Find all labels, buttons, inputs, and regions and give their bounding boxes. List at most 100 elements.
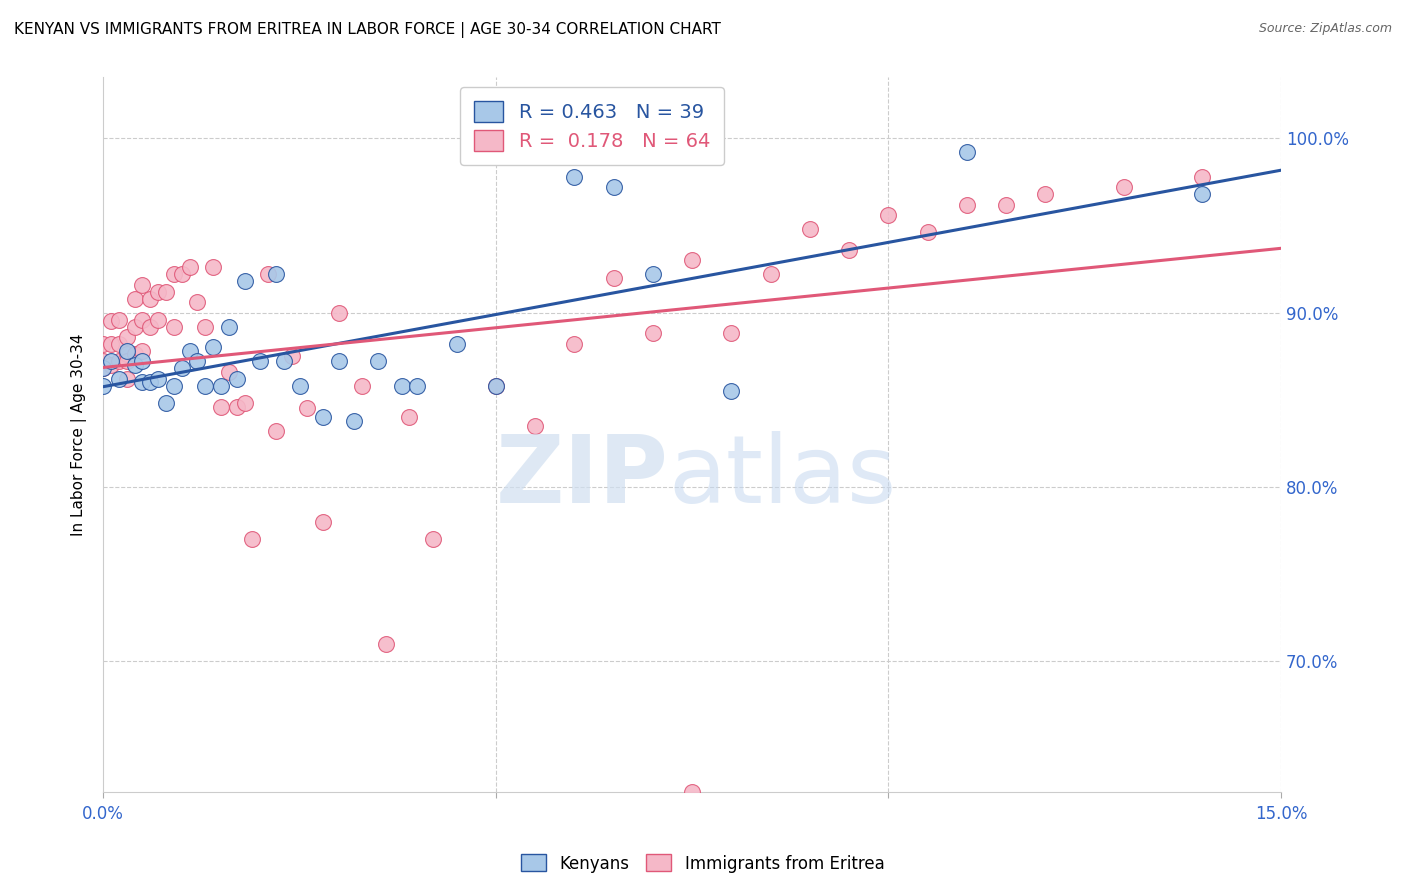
Point [108, 312, 131, 326]
Point [202, 340, 225, 354]
Point [343, 414, 366, 428]
Point [249, 354, 271, 368]
Point [1191, 187, 1213, 202]
Point [146, 285, 169, 299]
Y-axis label: In Labor Force | Age 30-34: In Labor Force | Age 30-34 [72, 334, 87, 536]
Point [602, 180, 624, 194]
Point [209, 378, 232, 392]
Point [179, 343, 201, 358]
Text: KENYAN VS IMMIGRANTS FROM ERITREA IN LABOR FORCE | AGE 30-34 CORRELATION CHART: KENYAN VS IMMIGRANTS FROM ERITREA IN LAB… [14, 22, 721, 38]
Point [108, 372, 131, 386]
Point [995, 197, 1018, 211]
Point [100, 358, 122, 372]
Point [288, 378, 311, 392]
Point [681, 784, 703, 798]
Point [312, 515, 335, 529]
Point [108, 337, 131, 351]
Point [720, 326, 742, 341]
Point [115, 330, 138, 344]
Point [146, 312, 169, 326]
Point [194, 378, 217, 392]
Point [163, 319, 186, 334]
Point [91, 361, 114, 376]
Point [956, 145, 979, 160]
Legend: Kenyans, Immigrants from Eritrea: Kenyans, Immigrants from Eritrea [515, 847, 891, 880]
Point [328, 354, 350, 368]
Point [242, 532, 264, 546]
Text: ZIP: ZIP [496, 432, 668, 524]
Point [422, 532, 444, 546]
Point [352, 378, 374, 392]
Point [759, 267, 782, 281]
Point [485, 378, 508, 392]
Point [273, 354, 295, 368]
Point [124, 319, 146, 334]
Point [115, 347, 138, 361]
Text: atlas: atlas [668, 432, 897, 524]
Point [485, 378, 508, 392]
Point [139, 376, 162, 390]
Point [367, 354, 389, 368]
Point [100, 337, 122, 351]
Point [179, 260, 201, 275]
Point [124, 347, 146, 361]
Point [225, 400, 247, 414]
Point [562, 337, 585, 351]
Point [163, 267, 186, 281]
Point [115, 343, 138, 358]
Point [100, 354, 122, 368]
Point [720, 384, 742, 398]
Point [838, 243, 860, 257]
Point [1035, 187, 1057, 202]
Point [280, 349, 302, 363]
Point [312, 410, 335, 425]
Point [1112, 180, 1135, 194]
Point [264, 424, 287, 438]
Point [233, 274, 256, 288]
Point [641, 326, 664, 341]
Point [641, 267, 664, 281]
Point [391, 378, 413, 392]
Point [225, 372, 247, 386]
Point [115, 372, 138, 386]
Point [91, 378, 114, 392]
Point [155, 285, 177, 299]
Point [131, 354, 153, 368]
Point [131, 376, 153, 390]
Point [524, 418, 547, 433]
Point [264, 267, 287, 281]
Point [799, 222, 821, 236]
Point [446, 337, 468, 351]
Point [186, 354, 208, 368]
Point [108, 354, 131, 368]
Point [139, 292, 162, 306]
Point [562, 169, 585, 184]
Point [218, 365, 240, 379]
Point [146, 372, 169, 386]
Point [131, 312, 153, 326]
Point [131, 277, 153, 292]
Point [374, 636, 396, 650]
Point [186, 295, 208, 310]
Point [257, 267, 280, 281]
Point [163, 378, 186, 392]
Text: Source: ZipAtlas.com: Source: ZipAtlas.com [1258, 22, 1392, 36]
Point [91, 361, 114, 376]
Point [602, 270, 624, 285]
Point [194, 319, 217, 334]
Point [406, 378, 429, 392]
Point [124, 358, 146, 372]
Point [209, 400, 232, 414]
Point [233, 396, 256, 410]
Point [398, 410, 420, 425]
Point [170, 361, 193, 376]
Point [170, 267, 193, 281]
Point [139, 319, 162, 334]
Point [91, 337, 114, 351]
Point [218, 319, 240, 334]
Point [297, 401, 319, 416]
Point [1191, 169, 1213, 184]
Point [202, 260, 225, 275]
Point [877, 208, 900, 222]
Point [328, 305, 350, 319]
